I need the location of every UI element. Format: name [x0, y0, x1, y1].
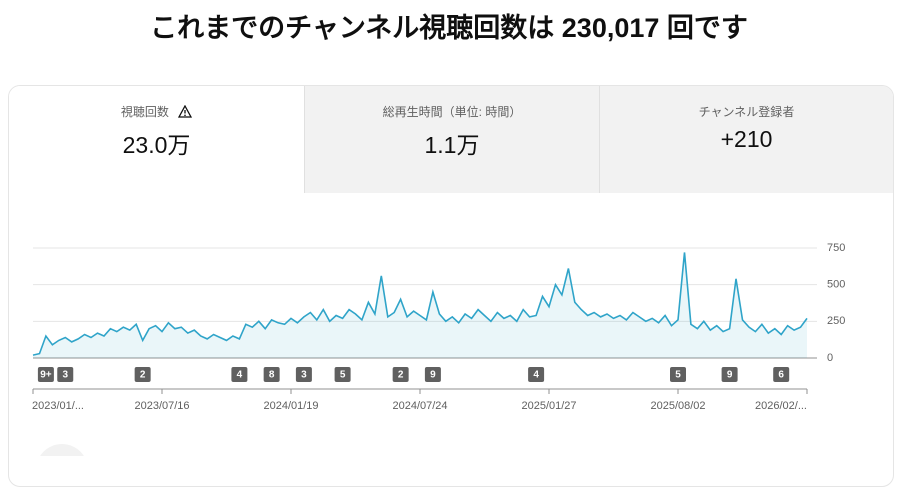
x-tick-label: 2023/01/... — [32, 400, 84, 412]
marker-label: 3 — [62, 370, 68, 381]
marker-badge — [670, 367, 686, 382]
warning-icon — [178, 104, 193, 118]
line — [32, 252, 808, 356]
marker-label: 9 — [430, 370, 436, 381]
x-tick-label: 2025/01/27 — [521, 400, 576, 412]
marker-label: 4 — [237, 370, 243, 381]
marker-badge — [424, 367, 441, 382]
x-tick-label: 2026/02/... — [755, 400, 807, 412]
marker-label: 6 — [778, 370, 784, 381]
x-tick-label: 2024/01/19 — [263, 400, 318, 412]
button[interactable] — [36, 444, 88, 456]
tab[interactable]: チャンネル登録者 +210 — [599, 86, 893, 193]
marker-badge — [37, 367, 54, 382]
marker-badge — [295, 367, 312, 382]
marker-badge — [263, 367, 280, 382]
analytics-card: 視聴回数 23.0万 総再生時間（単位: 時間） 1.1万 チャンネル登録者 +… — [8, 85, 894, 487]
x-tick-label: 2023/07/16 — [134, 400, 189, 412]
marker-badge — [773, 367, 790, 382]
tab-label: 視聴回数 — [120, 105, 169, 119]
tab-label: 総再生時間（単位: 時間） — [382, 105, 522, 119]
marker-badge — [721, 367, 738, 382]
tab-label: チャンネル登録者 — [698, 105, 795, 119]
marker-label: 8 — [269, 370, 275, 381]
y-tick-label: 250 — [827, 315, 845, 327]
chart: 0 250 500 750 2023/01/... 2023/07/16 2024/01/1… — [32, 242, 845, 456]
marker-label: 9 — [727, 370, 733, 381]
marker-badge — [334, 367, 351, 382]
x-tick-label: 2025/08/02 — [650, 400, 705, 412]
marker-label: 4 — [533, 370, 539, 381]
page-title: これまでのチャンネル視聴回数は 230,017 回です — [150, 13, 748, 43]
tab-value: 23.0万 — [122, 132, 191, 158]
marker-badge — [528, 367, 545, 382]
marker-label: 9+ — [40, 370, 52, 381]
marker-badge — [57, 367, 74, 382]
tab-value: 1.1万 — [424, 132, 480, 158]
area — [33, 252, 807, 358]
tab[interactable]: 総再生時間（単位: 時間） 1.1万 — [304, 86, 599, 193]
y-tick-label: 500 — [827, 279, 845, 291]
y-tick-label: 0 — [827, 352, 833, 364]
marker-label: 5 — [675, 370, 681, 381]
x-tick-label: 2024/07/24 — [392, 400, 447, 412]
marker-label: 2 — [398, 370, 404, 381]
marker-label: 2 — [140, 370, 146, 381]
tab-value: +210 — [720, 126, 773, 152]
marker-badge — [231, 367, 248, 382]
page: {"header": {"title": "これまでのチャンネル視聴回数は 23… — [8, 13, 894, 487]
y-tick-label: 750 — [827, 242, 845, 254]
marker-label: 3 — [301, 370, 307, 381]
marker-badge — [134, 367, 151, 382]
marker-badge — [392, 367, 409, 382]
marker-label: 5 — [340, 370, 346, 381]
tab[interactable]: 視聴回数 23.0万 — [9, 86, 304, 193]
